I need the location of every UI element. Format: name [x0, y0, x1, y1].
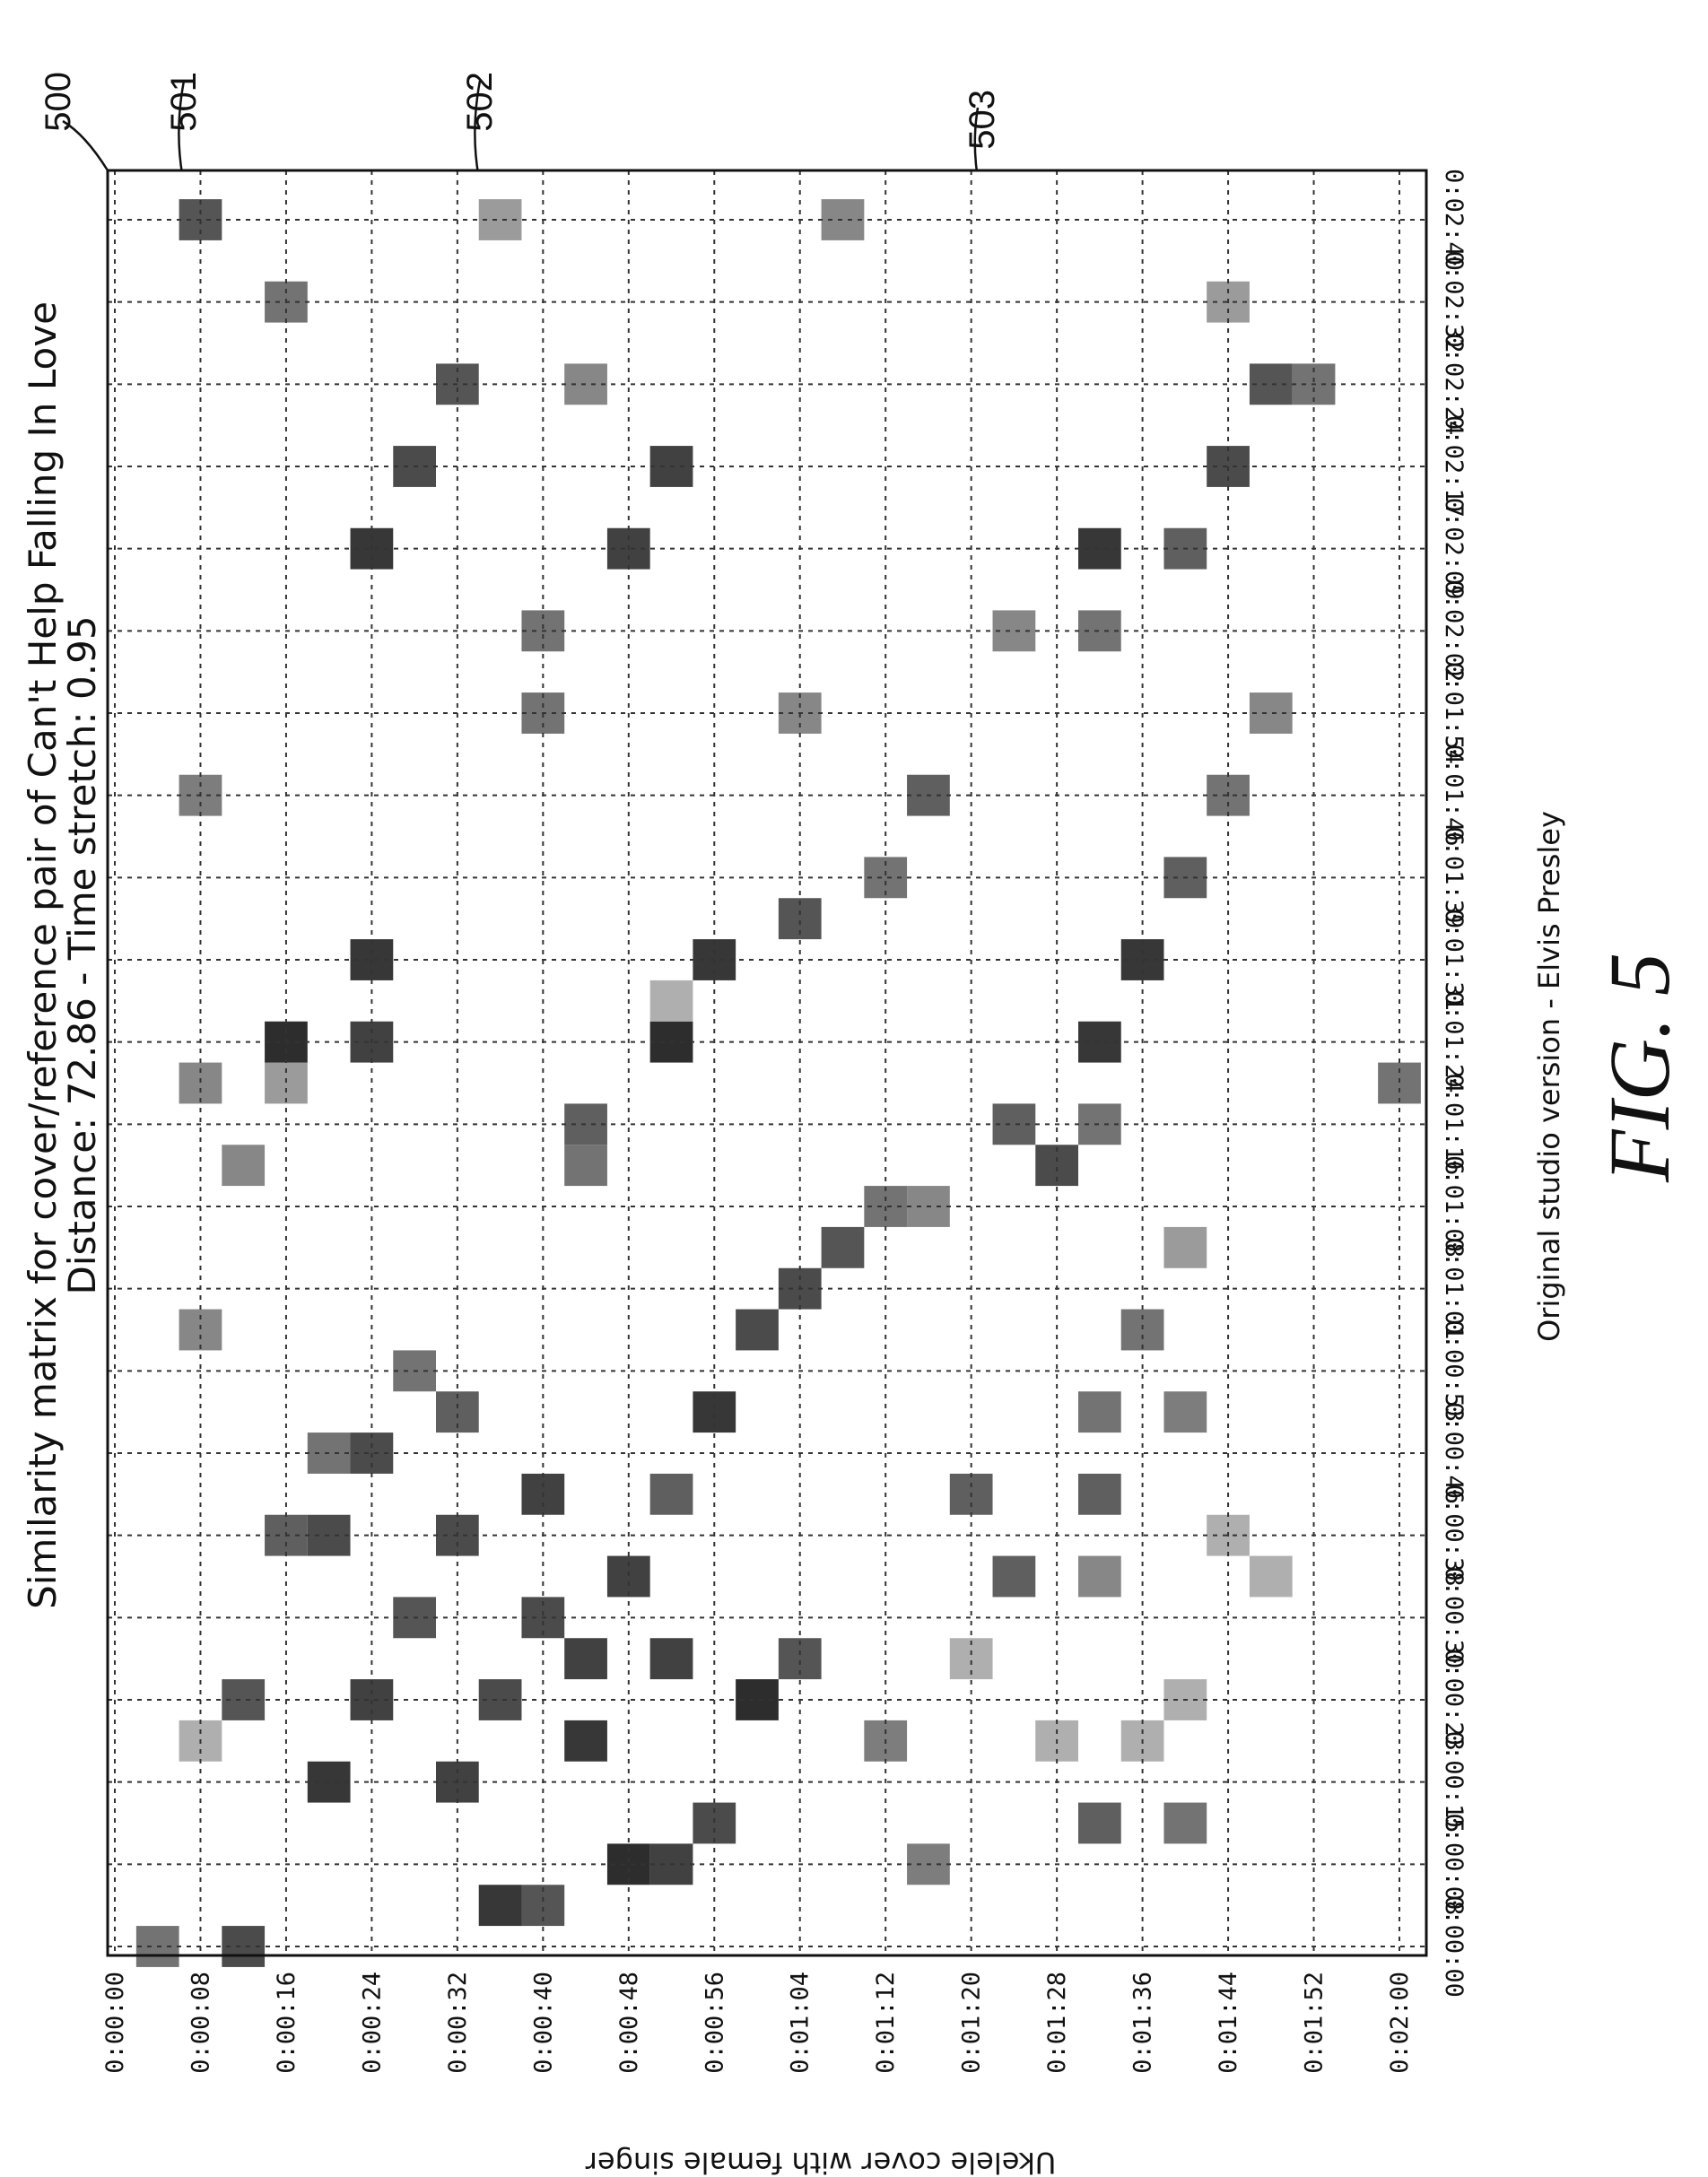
chart-title-line2: Distance: 72.86 - Time stretch: 0.95 [60, 615, 104, 1294]
x-tick-label: 0:01:16 [1440, 1073, 1468, 1175]
y-tick-label: 0:01:52 [1301, 1972, 1329, 2074]
y-tick-label: 0:00:32 [444, 1972, 472, 2074]
x-tick-label: 0:00:38 [1440, 1485, 1468, 1587]
x-tick-label: 0:00:53 [1440, 1319, 1468, 1422]
y-tick-label: 0:00:56 [701, 1972, 728, 2074]
heatmap-cell [478, 1885, 522, 1927]
x-tick-label: 0:02:40 [1440, 169, 1468, 271]
y-tick-label: 0:02:00 [1386, 1972, 1414, 2074]
plot-area [106, 169, 1428, 1967]
y-tick-label: 0:01:04 [787, 1972, 815, 2074]
x-tick-labels: 0:00:000:00:080:00:150:00:230:00:300:00:… [1440, 169, 1468, 1998]
x-tick-label: 0:00:15 [1440, 1731, 1468, 1833]
y-tick-label: 0:01:28 [1043, 1972, 1071, 2074]
reference-labels: 500 501 502 503 [39, 72, 1182, 474]
x-axis-label: Original studio version - Elvis Presley [1532, 811, 1566, 1342]
heatmap-cell [564, 1145, 607, 1187]
heatmap-cell [649, 980, 693, 1022]
x-tick-label: 0:02:09 [1440, 498, 1468, 600]
x-tick-label: 0:01:24 [1440, 991, 1468, 1093]
y-tick-label: 0:00:00 [101, 1972, 129, 2074]
heatmap-cell [222, 1145, 266, 1187]
x-tick-label: 0:00:46 [1440, 1402, 1468, 1504]
ref-500: 500 [39, 72, 78, 132]
heatmap-cell [649, 1638, 693, 1680]
y-tick-label: 0:00:08 [187, 1972, 214, 2074]
heatmap-cell [1078, 1473, 1121, 1515]
heatmap-cell [736, 1309, 779, 1351]
heatmap-cell [1163, 1391, 1207, 1433]
y-tick-label: 0:00:48 [615, 1972, 643, 2074]
x-tick-label: 0:01:08 [1440, 1155, 1468, 1258]
x-tick-label: 0:01:31 [1440, 909, 1468, 1011]
y-tick-label: 0:00:40 [529, 1972, 557, 2074]
x-tick-label: 0:00:08 [1440, 1813, 1468, 1915]
y-tick-label: 0:01:20 [958, 1972, 986, 2074]
heatmap-cell [649, 1473, 693, 1515]
y-tick-label: 0:00:24 [358, 1972, 386, 2074]
y-tick-label: 0:01:12 [872, 1972, 900, 2074]
x-tick-label: 0:01:01 [1440, 1238, 1468, 1340]
heatmap-cell [564, 1103, 607, 1145]
x-tick-label: 0:02:32 [1440, 251, 1468, 353]
heatmap-cell [1078, 1555, 1121, 1598]
x-tick-label: 0:01:46 [1440, 745, 1468, 847]
heatmap-cell [1078, 1802, 1121, 1844]
ref-500-leader [62, 119, 109, 171]
x-tick-label: 0:00:00 [1440, 1895, 1468, 1998]
y-tick-label: 0:01:36 [1129, 1972, 1157, 2074]
x-tick-label: 0:01:39 [1440, 826, 1468, 928]
heatmap-cell [564, 363, 607, 405]
x-tick-label: 0:02:02 [1440, 579, 1468, 682]
x-tick-label: 0:00:30 [1440, 1566, 1468, 1668]
heatmap-cell [1078, 1391, 1121, 1433]
heatmap-cell [992, 1555, 1036, 1598]
heatmap-cell [821, 1226, 865, 1268]
figure-label: FIG. 5 [1591, 953, 1687, 1183]
y-tick-label: 0:00:16 [273, 1972, 301, 2074]
x-tick-label: 0:00:23 [1440, 1649, 1468, 1751]
heatmap-cell [1249, 1555, 1293, 1598]
heatmap-cell [564, 1638, 607, 1680]
y-axis-label: Ukelele cover with female singer [585, 2146, 1056, 2177]
y-tick-labels: 0:00:00 0:00:08 0:00:16 0:00:24 0:00:32 0:00:… [101, 1972, 1414, 2074]
ref-503: 503 [963, 90, 1002, 150]
chart-title-line1: Similarity matrix for cover/reference pa… [21, 301, 65, 1609]
heatmap-cell [564, 1720, 607, 1762]
grid-lines [108, 170, 1426, 1955]
y-tick-label: 0:01:44 [1215, 1972, 1242, 2074]
x-tick-label: 0:02:17 [1440, 415, 1468, 518]
x-tick-label: 0:02:24 [1440, 333, 1468, 435]
x-tick-label: 0:01:54 [1440, 662, 1468, 764]
heatmap-cell [1163, 1802, 1207, 1844]
plot-frame [106, 169, 1428, 1957]
plot-border [106, 169, 1428, 1957]
heatmap-cell [1163, 1226, 1207, 1268]
